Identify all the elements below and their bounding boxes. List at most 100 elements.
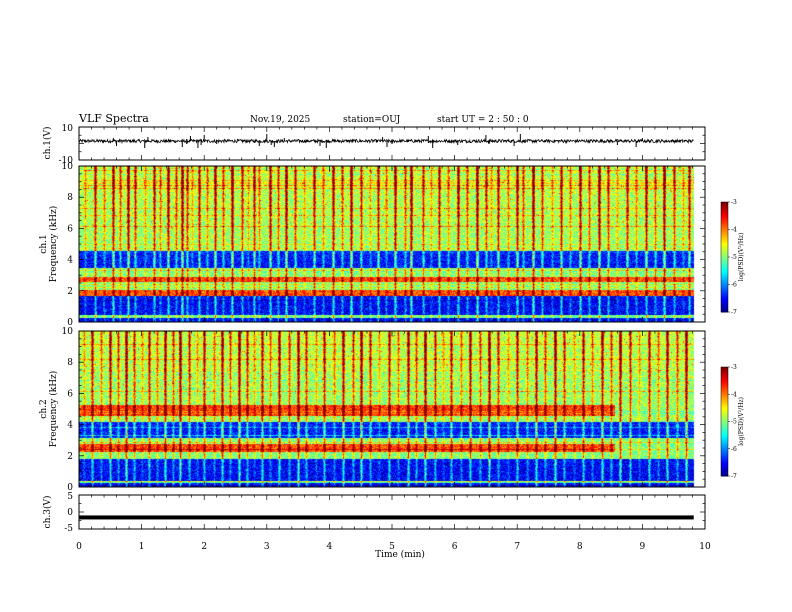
ch2-spectrogram-panel: 0 2 4 6 8 10 ch.2 Frequency (kHz) -3 -4 -5 -6 -7 l… xyxy=(39,327,745,493)
colorbar-swatch xyxy=(721,437,728,441)
ch3-ytick-minus5: -5 xyxy=(64,524,73,534)
colorbar-swatch xyxy=(721,401,728,404)
colorbar-swatch xyxy=(721,297,728,300)
colorbar-swatch xyxy=(721,392,728,395)
colorbar-swatch xyxy=(721,425,728,428)
ch1-spectrogram-ytick-labels: 0 2 4 6 8 10 xyxy=(62,162,74,328)
ch3-waveform-frame xyxy=(78,494,706,530)
colorbar-swatch xyxy=(721,222,728,225)
colorbar-swatch xyxy=(721,374,728,377)
colorbar-swatch xyxy=(721,443,728,446)
colorbar-swatch xyxy=(721,229,728,232)
header-station: station=OUJ xyxy=(343,115,401,125)
colorbar-swatch xyxy=(721,246,728,249)
colorbar-tick-label: -3 xyxy=(731,364,737,371)
colorbar-swatch xyxy=(721,421,728,424)
colorbar-swatch xyxy=(721,225,728,229)
colorbar-swatch xyxy=(721,376,728,379)
colorbar-swatch xyxy=(721,426,728,430)
colorbar-swatch xyxy=(721,253,728,256)
colorbar-swatch xyxy=(721,262,728,265)
colorbar-swatch xyxy=(721,432,728,435)
colorbar-swatch xyxy=(721,286,728,289)
colorbar-swatch xyxy=(721,255,728,258)
colorbar-swatch xyxy=(721,220,728,223)
ch1-spectrogram-ylabel-frequency: Frequency (kHz) xyxy=(48,206,59,283)
colorbar-swatch xyxy=(721,470,728,473)
colorbar-swatch xyxy=(721,428,728,432)
colorbar-swatch xyxy=(721,436,728,439)
time-tick-label: 3 xyxy=(264,542,270,552)
ch3-waveform-panel: 5 0 -5 ch.3(V) 0 1 2 3 4 5 6 7 8 9 10 Time (min) xyxy=(42,492,711,560)
colorbar-swatch xyxy=(721,416,728,419)
ch1-ytick-bottom: -10 xyxy=(59,156,74,166)
ch1-spectrogram-panel: 0 2 4 6 8 10 ch.1 Frequency (kHz) -3 -4 -5 -6 -7 l… xyxy=(39,162,745,328)
colorbar-swatch xyxy=(721,302,728,306)
colorbar-swatch xyxy=(721,446,728,450)
colorbar-swatch xyxy=(721,417,728,421)
colorbar-swatch xyxy=(721,423,728,426)
time-tick-label: 4 xyxy=(327,542,333,552)
colorbar-swatch xyxy=(721,235,728,238)
colorbar-swatch xyxy=(721,304,728,307)
ch3-waveform-trace xyxy=(79,515,694,520)
colorbar-tick-label: -3 xyxy=(731,199,737,206)
time-tick-label: 10 xyxy=(699,542,711,552)
colorbar-swatch xyxy=(721,280,728,284)
colorbar-tick-label: -7 xyxy=(731,309,737,316)
colorbar-swatch xyxy=(721,282,728,285)
colorbar-swatch xyxy=(721,249,728,252)
colorbar-swatch xyxy=(721,474,728,477)
colorbar-swatch xyxy=(721,273,728,276)
colorbar-swatch xyxy=(721,224,728,227)
colorbar-swatch xyxy=(721,412,728,415)
colorbar-swatch xyxy=(721,231,728,234)
colorbar-swatch xyxy=(721,390,728,393)
colorbar-swatch xyxy=(721,209,728,212)
ch3-waveform-trace-group xyxy=(79,515,694,520)
colorbar-swatch xyxy=(721,242,728,245)
colorbar-swatch xyxy=(721,214,728,218)
colorbar-swatch xyxy=(721,308,728,311)
colorbar-swatch xyxy=(721,247,728,251)
spectrogram-ytick-label: 2 xyxy=(67,287,73,297)
ch1-spectrogram-ylabel-channel: ch.1 xyxy=(39,234,49,253)
colorbar-swatch xyxy=(721,275,728,278)
spectrogram-ytick-label: 4 xyxy=(67,256,73,266)
colorbar-swatch xyxy=(721,211,728,214)
colorbar-swatch xyxy=(721,293,728,296)
colorbar-swatch xyxy=(721,459,728,462)
spectrogram-ytick-label: 2 xyxy=(67,452,73,462)
colorbar-swatch xyxy=(721,452,728,455)
colorbar-swatch xyxy=(721,468,728,472)
ch2-colorbar: -3 -4 -5 -6 -7 log(PSD)(V²/Hz) xyxy=(720,364,745,480)
ch1-waveform-panel: 10 -10 ch.1(V) xyxy=(42,124,706,166)
colorbar-swatch xyxy=(721,463,728,466)
colorbar-swatch xyxy=(721,386,728,390)
time-tick-label: 9 xyxy=(640,542,646,552)
spectrogram-ytick-label: 0 xyxy=(67,483,73,493)
ch1-waveform-ticks xyxy=(78,126,706,161)
colorbar-swatch xyxy=(721,238,728,241)
ch1-spectrogram-heatmap xyxy=(79,166,705,322)
colorbar-swatch xyxy=(721,213,728,216)
ch3-ytick-0: 0 xyxy=(67,508,73,518)
colorbar-swatch xyxy=(721,279,728,282)
colorbar-tick-label: -5 xyxy=(731,254,737,261)
colorbar-swatch xyxy=(721,268,728,271)
time-tick-label: 0 xyxy=(76,542,82,552)
colorbar-swatch xyxy=(721,399,728,403)
header-start-ut: start UT = 2 : 50 : 0 xyxy=(437,115,529,125)
ch1-spectrogram-ticks xyxy=(78,165,706,323)
colorbar-swatch xyxy=(721,227,728,230)
colorbar-tick-label: -7 xyxy=(731,473,737,480)
colorbar-swatch xyxy=(721,306,728,309)
colorbar-swatch xyxy=(721,203,728,207)
spectrogram-ytick-label: 4 xyxy=(67,421,73,431)
colorbar-tick-label: -4 xyxy=(731,391,737,398)
colorbar-tick-label: -6 xyxy=(731,446,737,453)
colorbar-swatch xyxy=(721,379,728,383)
colorbar-swatch xyxy=(721,269,728,273)
colorbar-label: log(PSD)(V²/Hz) xyxy=(738,233,745,282)
